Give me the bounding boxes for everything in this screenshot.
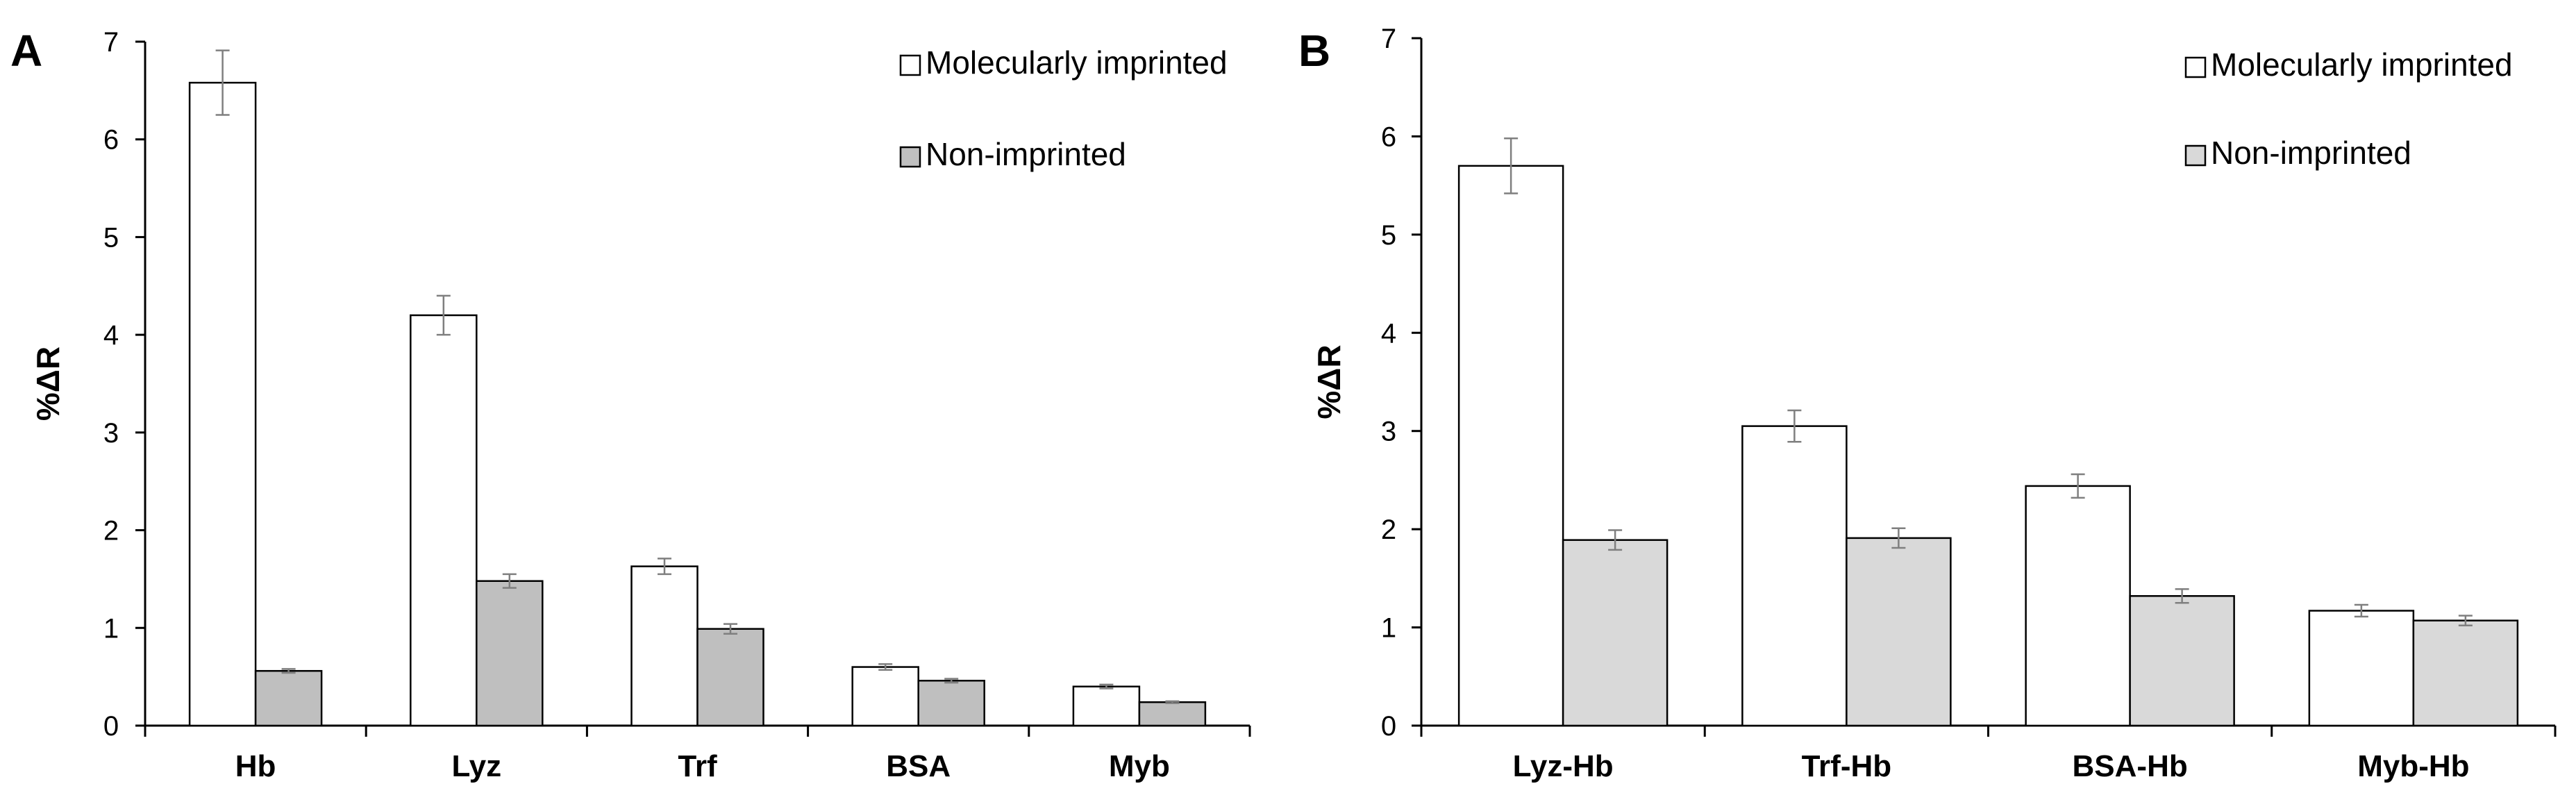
x-tick-label: Myb-Hb [2357, 749, 2469, 783]
bar-molecularly-imprinted [851, 666, 919, 727]
bar-molecularly-imprinted [1457, 165, 1564, 727]
legend-swatch-molecularly-imprinted [899, 54, 921, 76]
y-axis-label: %ΔR [30, 346, 66, 421]
x-tick-label: Lyz-Hb [1513, 749, 1614, 783]
legend-swatch-non-imprinted [2184, 144, 2207, 167]
bar-molecularly-imprinted [188, 81, 257, 727]
y-tick-label: 7 [103, 27, 119, 58]
legend-label: Non-imprinted [2211, 135, 2411, 171]
panel-label: A [10, 26, 42, 76]
legend-label: Molecularly imprinted [926, 44, 1228, 81]
chart-panel-a: A %ΔR 0 1 2 3 4 5 6 7 Hb Lyz Trf BSA Myb Molecularly im… [10, 26, 1251, 783]
bar-non-imprinted [917, 680, 985, 727]
legend-label: Non-imprinted [926, 136, 1126, 172]
y-tick-label: 1 [103, 613, 119, 644]
bar-non-imprinted [2129, 595, 2235, 727]
bar-non-imprinted [254, 669, 323, 727]
bar-non-imprinted [696, 628, 764, 727]
x-tick-label: Trf [678, 749, 717, 783]
y-tick-label: 3 [1381, 417, 1396, 447]
bar-non-imprinted [1846, 537, 1952, 727]
bar-non-imprinted [1138, 701, 1207, 727]
y-tick-label: 2 [103, 516, 119, 546]
x-tick-label: Trf-Hb [1802, 749, 1892, 783]
y-tick-label: 6 [103, 125, 119, 156]
y-tick-label: 1 [1381, 613, 1396, 644]
legend-swatch-molecularly-imprinted [2184, 56, 2207, 78]
x-tick-label: Lyz [451, 749, 501, 783]
y-tick-label: 4 [1381, 318, 1396, 349]
y-tick-label: 4 [103, 320, 119, 351]
y-tick-label: 6 [1381, 122, 1396, 152]
bar-non-imprinted [1562, 539, 1668, 727]
chart-panel-b: B %ΔR 0 1 2 3 4 5 6 7 Lyz-Hb Trf-Hb BSA-Hb Myb-Hb Mole… [1298, 24, 2557, 783]
x-tick-label: BSA [886, 749, 951, 783]
bar-non-imprinted [2412, 619, 2519, 727]
x-tick-label: Myb [1109, 749, 1170, 783]
bar-molecularly-imprinted [1741, 425, 1848, 727]
y-tick-label: 5 [1381, 220, 1396, 251]
y-axis-label: %ΔR [1311, 344, 1347, 419]
bar-non-imprinted [476, 580, 544, 727]
x-tick-label: BSA-Hb [2073, 749, 2188, 783]
legend-swatch-non-imprinted [899, 146, 921, 168]
bar-molecularly-imprinted [410, 314, 478, 727]
y-tick-label: 3 [103, 418, 119, 449]
bar-molecularly-imprinted [2308, 610, 2415, 727]
bar-molecularly-imprinted [630, 565, 699, 727]
y-tick-label: 0 [103, 711, 119, 742]
y-tick-label: 7 [1381, 24, 1396, 54]
bar-molecularly-imprinted [1072, 685, 1141, 727]
legend-label: Molecularly imprinted [2211, 47, 2513, 83]
panel-label: B [1298, 26, 1330, 76]
x-tick-label: Hb [235, 749, 276, 783]
y-tick-label: 2 [1381, 515, 1396, 545]
y-tick-label: 0 [1381, 711, 1396, 742]
y-tick-label: 5 [103, 222, 119, 253]
bar-molecularly-imprinted [2025, 485, 2131, 727]
